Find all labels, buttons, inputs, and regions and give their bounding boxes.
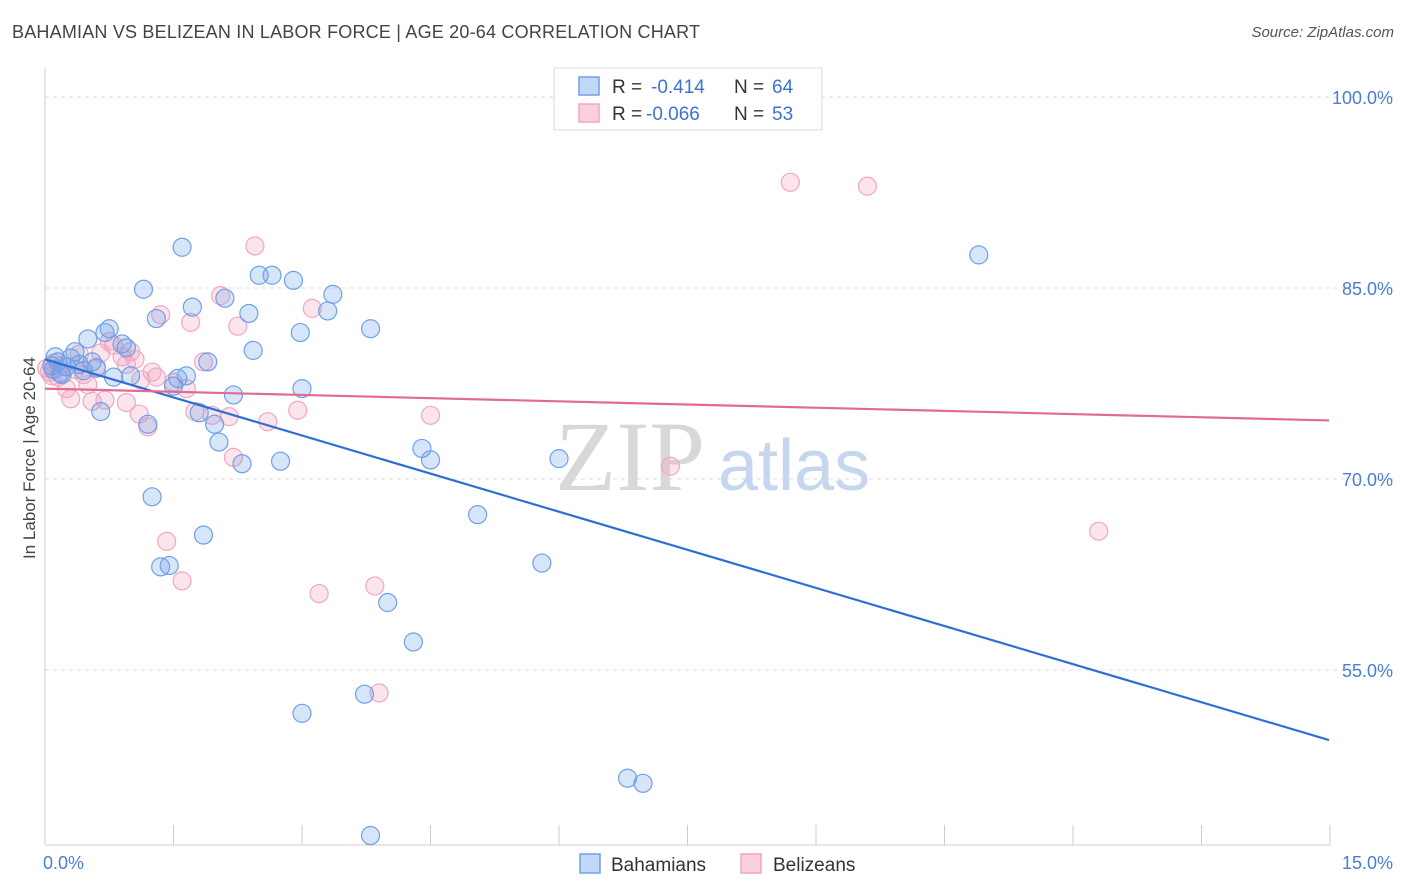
bahamians-trend-line [44,358,1330,742]
x-tick-label-1: 15.0% [1342,853,1393,873]
bahamians-point-55 [378,592,398,613]
legend-n-label-belizeans: N = [734,104,764,125]
top-legend: R = -0.414 N = 64 R = -0.066 N = 53 [553,67,823,131]
bottom-legend-swatch-belizeans [740,853,762,874]
y-tick-label-2: 70.0% [1342,470,1393,490]
bottom-legend: Bahamians Belizeans [579,853,855,876]
bahamians-point-35 [223,385,244,405]
bahamians-point-44 [292,378,312,399]
bahamians-point-54 [292,703,312,723]
bahamians-point-40 [262,265,282,285]
bahamians-point-31 [198,352,218,372]
belizeans-point-37 [288,400,308,420]
bahamians-point-42 [283,270,304,290]
bahamians-point-32 [205,414,225,434]
source-credit: Source: ZipAtlas.com [1251,24,1394,41]
belizeans-trend-line [44,387,1330,422]
bottom-legend-swatch-bahamians [579,853,601,874]
bahamians-point-26 [172,237,192,257]
axes [44,68,1331,846]
belizeans-point-49 [116,393,136,413]
bahamians-point-13 [99,319,119,339]
bahamians-point-38 [243,340,263,360]
bahamians-point-33 [209,432,229,452]
bahamians-point-52 [549,449,569,469]
bahamians-points [42,237,989,846]
x-tick-label-0: 0.0% [43,853,84,873]
belizeans-point-34 [228,316,248,336]
bahamians-point-29 [189,403,209,423]
belizeans-point-46 [1089,521,1109,541]
belizeans-point-30 [193,352,214,372]
bahamians-point-56 [403,632,423,652]
legend-r-label-belizeans: R = [612,104,642,125]
legend-n-label-bahamians: N = [734,77,764,98]
belizeans-point-44 [780,172,800,192]
bahamians-point-46 [323,284,343,304]
belizeans-point-35 [245,236,265,256]
x-tick-labels: 0.0% 15.0% [43,853,1393,873]
belizeans-point-41 [365,576,385,596]
bahamians-point-11 [91,401,111,422]
legend-r-label-bahamians: R = [612,77,642,98]
legend-swatch-belizeans [578,103,600,123]
bahamians-point-37 [239,303,259,324]
belizeans-point-42 [369,683,389,703]
bahamians-point-49 [420,450,441,470]
bahamians-point-21 [146,308,166,329]
bahamians-point-60 [969,245,989,265]
y-tick-label-1: 85.0% [1342,279,1393,299]
belizeans-point-38 [302,298,322,318]
bottom-legend-bahamians: Bahamians [611,855,706,876]
bahamians-point-47 [360,319,381,339]
belizeans-point-39 [309,583,329,604]
bahamians-point-16 [116,338,136,358]
watermark: ZIP atlas [555,401,870,512]
bahamians-point-63 [50,363,71,383]
bahamians-point-27 [176,366,196,386]
y-axis-label: In Labor Force | Age 20-64 [20,357,39,559]
bahamians-point-34 [215,288,235,308]
bahamians-point-8 [78,329,98,349]
y-tick-label-0: 100.0% [1332,88,1393,108]
watermark-zip: ZIP [555,401,705,512]
bahamians-point-50 [468,505,488,525]
grid-lines [45,96,1393,671]
belizeans-point-43 [660,456,680,476]
belizeans-point-45 [857,176,878,196]
belizeans-point-5 [61,389,81,409]
bahamians-point-28 [182,297,202,317]
bahamians-point-45 [318,301,338,321]
legend-n-value-belizeans: 53 [772,104,793,125]
y-tick-label-3: 55.0% [1342,661,1393,681]
watermark-atlas: atlas [718,426,870,506]
bahamians-point-51 [532,553,552,573]
bahamians-point-20 [142,487,162,507]
bahamians-point-57 [617,768,638,788]
belizeans-point-27 [172,571,192,591]
trend-lines [44,358,1330,742]
belizeans-point-28 [181,312,201,332]
bahamians-point-23 [159,555,179,576]
bahamians-point-5 [65,342,85,362]
bahamians-point-41 [270,451,291,471]
bahamians-point-36 [232,454,252,474]
chart-title: BAHAMIAN VS BELIZEAN IN LABOR FORCE | AG… [12,22,701,42]
legend-swatch-bahamians [578,76,600,96]
bahamians-point-53 [354,684,375,704]
bahamians-point-18 [133,279,154,299]
y-tick-labels: 100.0% 85.0% 70.0% 55.0% [1332,88,1393,681]
legend-r-value-belizeans: -0.066 [646,104,700,125]
bahamians-point-30 [193,525,214,545]
bahamians-point-58 [633,773,653,793]
legend-r-value-bahamians: -0.414 [651,77,705,98]
bottom-legend-belizeans: Belizeans [773,855,855,876]
belizeans-point-40 [420,405,441,425]
bahamians-point-59 [360,825,381,846]
belizeans-point-25 [157,531,177,551]
bahamians-point-43 [290,322,310,343]
bahamians-point-19 [138,414,158,434]
legend-n-value-bahamians: 64 [772,77,794,98]
